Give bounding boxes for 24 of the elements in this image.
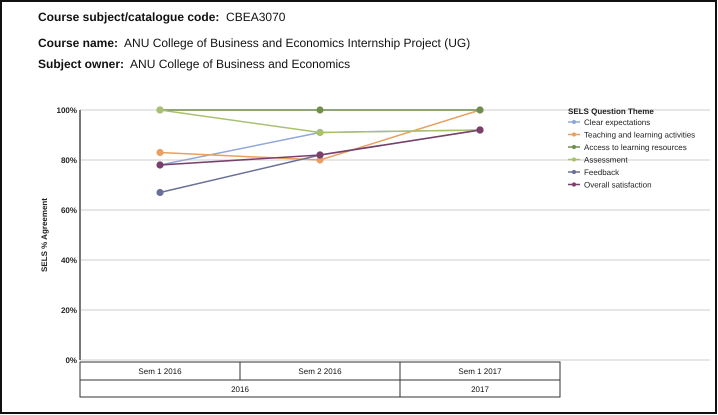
y-tick-label: 80%: [60, 156, 77, 165]
chart-title: Course subject/catalogue code: CBEA3070: [38, 10, 286, 24]
y-tick-label: 0%: [65, 356, 77, 365]
legend-title: SELS Question Theme: [568, 107, 654, 116]
text: 2017: [471, 385, 490, 394]
x-tick-label: Sem 2 2016: [298, 367, 342, 376]
y-tick-label: 100%: [56, 106, 77, 115]
x-tick-label: Sem 1 2017: [458, 367, 502, 376]
y-tick-label: 40%: [60, 256, 77, 265]
point: [156, 148, 164, 156]
chart-subtitle: Course name: ANU College of Business and Economics Internship Project (UG) Subject owner: ANU College of Business and Economics: [38, 36, 470, 71]
legend-label: Teaching and learning activities: [584, 130, 696, 140]
legend-label: Assessment: [584, 156, 628, 164]
point: [316, 106, 324, 114]
text: 2016: [231, 385, 250, 394]
legend-label: Feedback: [584, 168, 620, 177]
legend-label: Access to learning resources: [584, 143, 687, 152]
y-axis-title: SELS % Agreement: [40, 198, 49, 272]
y-tick-label: 20%: [60, 306, 77, 315]
legend-label: Clear expectations: [584, 118, 650, 127]
point: [156, 188, 164, 196]
x-tick-label: Sem 1 2016: [138, 367, 182, 376]
legend-label: Overall satisfaction: [584, 180, 652, 190]
y-tick-label: 60%: [60, 206, 77, 215]
